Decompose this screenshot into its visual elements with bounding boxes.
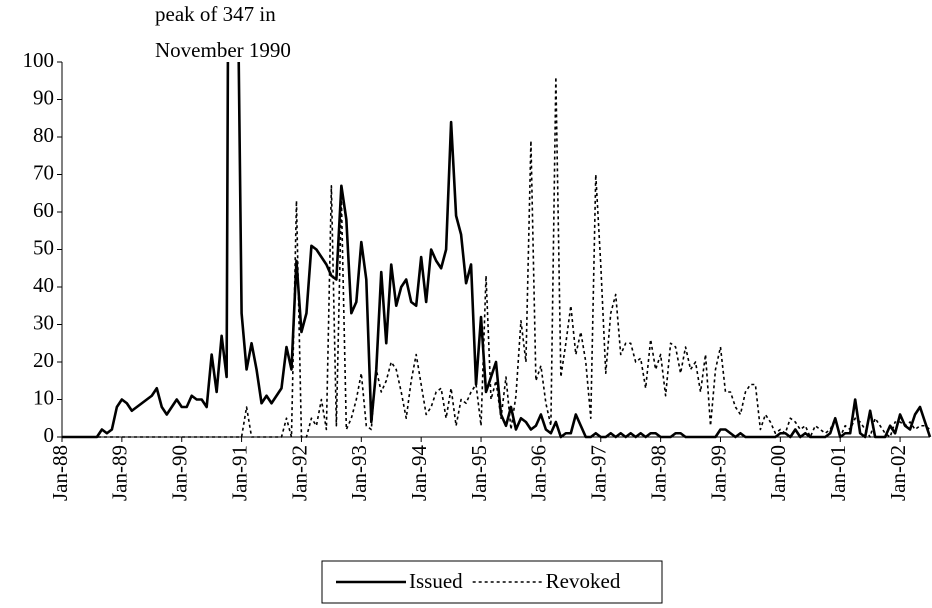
y-tick-label: 50 (33, 235, 54, 259)
legend: Issued Revoked (321, 560, 663, 604)
x-tick-label: Jan-00 (766, 445, 790, 501)
x-tick-label: Jan-92 (287, 445, 311, 501)
x-tick-label: Jan-88 (48, 445, 72, 501)
x-tick-label: Jan-89 (108, 445, 132, 501)
x-tick-label: Jan-94 (407, 445, 431, 501)
x-tick-label: Jan-96 (527, 445, 551, 501)
plot-area (62, 62, 932, 439)
y-tick-label: 60 (33, 198, 54, 222)
annotation: November 1990 (155, 38, 291, 62)
legend-label: Issued (409, 569, 463, 593)
x-tick-label: Jan-91 (227, 445, 251, 501)
y-tick-label: 10 (33, 385, 54, 409)
y-tick-label: 0 (44, 423, 55, 447)
y-tick-label: 90 (33, 85, 54, 109)
y-tick-label: 80 (33, 123, 54, 147)
x-tick-label: Jan-02 (886, 445, 910, 501)
annotation: peak of 347 in (155, 2, 276, 26)
y-tick-label: 100 (23, 48, 55, 72)
x-tick-label: Jan-98 (646, 445, 670, 501)
x-tick-label: Jan-01 (826, 445, 850, 501)
y-tick-label: 70 (33, 160, 54, 184)
line-series (62, 76, 931, 438)
x-tick-label: Jan-99 (706, 445, 730, 501)
line-series (62, 62, 932, 439)
x-tick-label: Jan-90 (168, 445, 192, 501)
y-tick-label: 30 (33, 310, 54, 334)
x-tick-label: Jan-97 (587, 445, 611, 501)
legend-label: Revoked (546, 569, 621, 593)
x-tick-label: Jan-95 (467, 445, 491, 501)
y-tick-label: 20 (33, 348, 54, 372)
x-tick-label: Jan-93 (347, 445, 371, 501)
y-tick-label: 40 (33, 273, 54, 297)
